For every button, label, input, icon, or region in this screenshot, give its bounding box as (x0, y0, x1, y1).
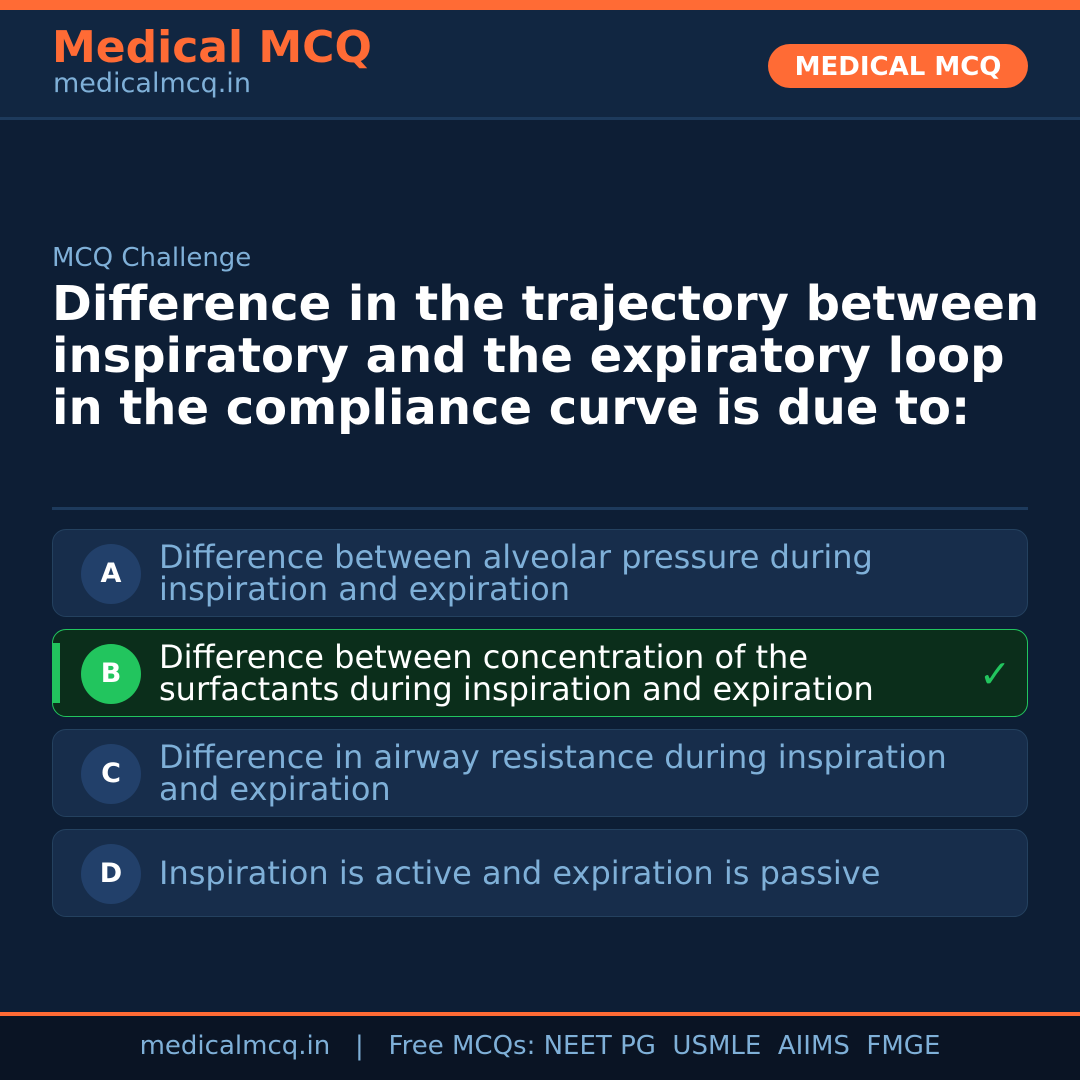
site-url: medicalmcq.in (53, 68, 251, 99)
brand-title: Medical MCQ (52, 22, 372, 73)
option-text: Inspiration is active and expiration is … (159, 854, 881, 892)
option-c[interactable]: C Difference in airway resistance during… (52, 729, 1028, 817)
divider (52, 507, 1028, 510)
option-letter: B (81, 644, 141, 704)
option-letter: D (81, 844, 141, 904)
option-letter: C (81, 744, 141, 804)
option-letter: A (81, 544, 141, 604)
option-a[interactable]: A Difference between alveolar pressure d… (52, 529, 1028, 617)
header: Medical MCQ medicalmcq.in MEDICAL MCQ (0, 10, 1080, 120)
question-text: Difference in the trajectory between ins… (52, 276, 1040, 436)
brand-badge: MEDICAL MCQ (768, 44, 1028, 88)
correct-indicator-bar (53, 643, 60, 703)
option-d[interactable]: D Inspiration is active and expiration i… (52, 829, 1028, 917)
question-kicker: MCQ Challenge (52, 243, 252, 273)
option-b[interactable]: B Difference between concentration of th… (52, 629, 1028, 717)
option-text: Difference between alveolar pressure dur… (159, 538, 873, 608)
footer: medicalmcq.in | Free MCQs: NEET PG USMLE… (0, 1012, 1080, 1080)
top-accent-bar (0, 0, 1080, 10)
option-text: Difference in airway resistance during i… (159, 738, 947, 808)
option-text: Difference between concentration of the … (159, 638, 874, 708)
check-icon: ✓ (979, 652, 1011, 696)
